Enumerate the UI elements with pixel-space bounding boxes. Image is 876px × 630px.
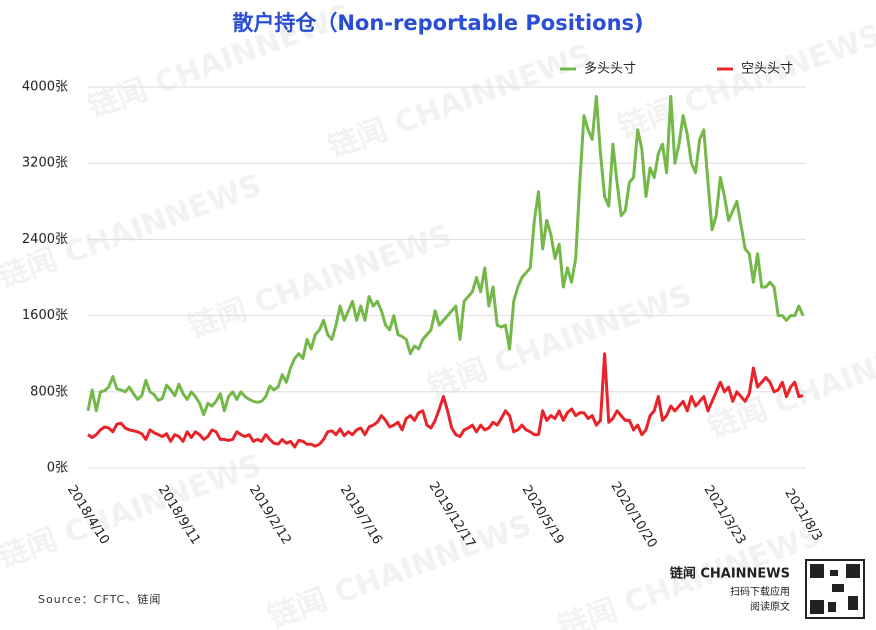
y-tick-label: 800张 — [30, 384, 68, 399]
x-tick-label: 2021/3/23 — [700, 483, 748, 547]
chart-title: 散户持仓（Non-reportable Positions) — [232, 11, 643, 35]
legend-label: 空头头寸 — [741, 62, 793, 77]
source-note: Source：CFTC、链闻 — [38, 592, 161, 606]
watermark: 链闻 CHAINNEWS — [84, 0, 357, 126]
watermark: 链闻 CHAINNEWS — [614, 18, 876, 146]
brand-line: 扫码下载应用 — [730, 585, 790, 598]
watermark: 链闻 CHAINNEWS — [324, 38, 597, 166]
brand: 链闻 CHAINNEWS — [669, 566, 790, 582]
series-line — [86, 95, 805, 417]
y-tick-label: 2400张 — [22, 232, 68, 247]
series-line — [87, 352, 804, 449]
x-tick-label: 2019/2/12 — [246, 483, 294, 547]
y-tick-label: 4000张 — [22, 80, 68, 95]
legend-label: 多头头寸 — [584, 61, 636, 77]
watermark: 链闻 CHAINNEWS — [704, 318, 876, 446]
y-tick-label: 0张 — [47, 461, 68, 476]
qr-code — [805, 559, 865, 619]
y-tick-label: 1600张 — [22, 308, 68, 323]
watermark: 链闻 CHAINNEWS — [424, 278, 697, 406]
y-tick-label: 3200张 — [22, 156, 68, 171]
brand-line: 阅读原文 — [750, 600, 790, 613]
x-tick-label: 2020/10/20 — [607, 479, 659, 550]
watermark: 链闻 CHAINNEWS — [264, 508, 537, 630]
watermark: 链闻 CHAINNEWS — [0, 448, 266, 576]
x-tick-label: 2019/7/16 — [337, 483, 385, 547]
